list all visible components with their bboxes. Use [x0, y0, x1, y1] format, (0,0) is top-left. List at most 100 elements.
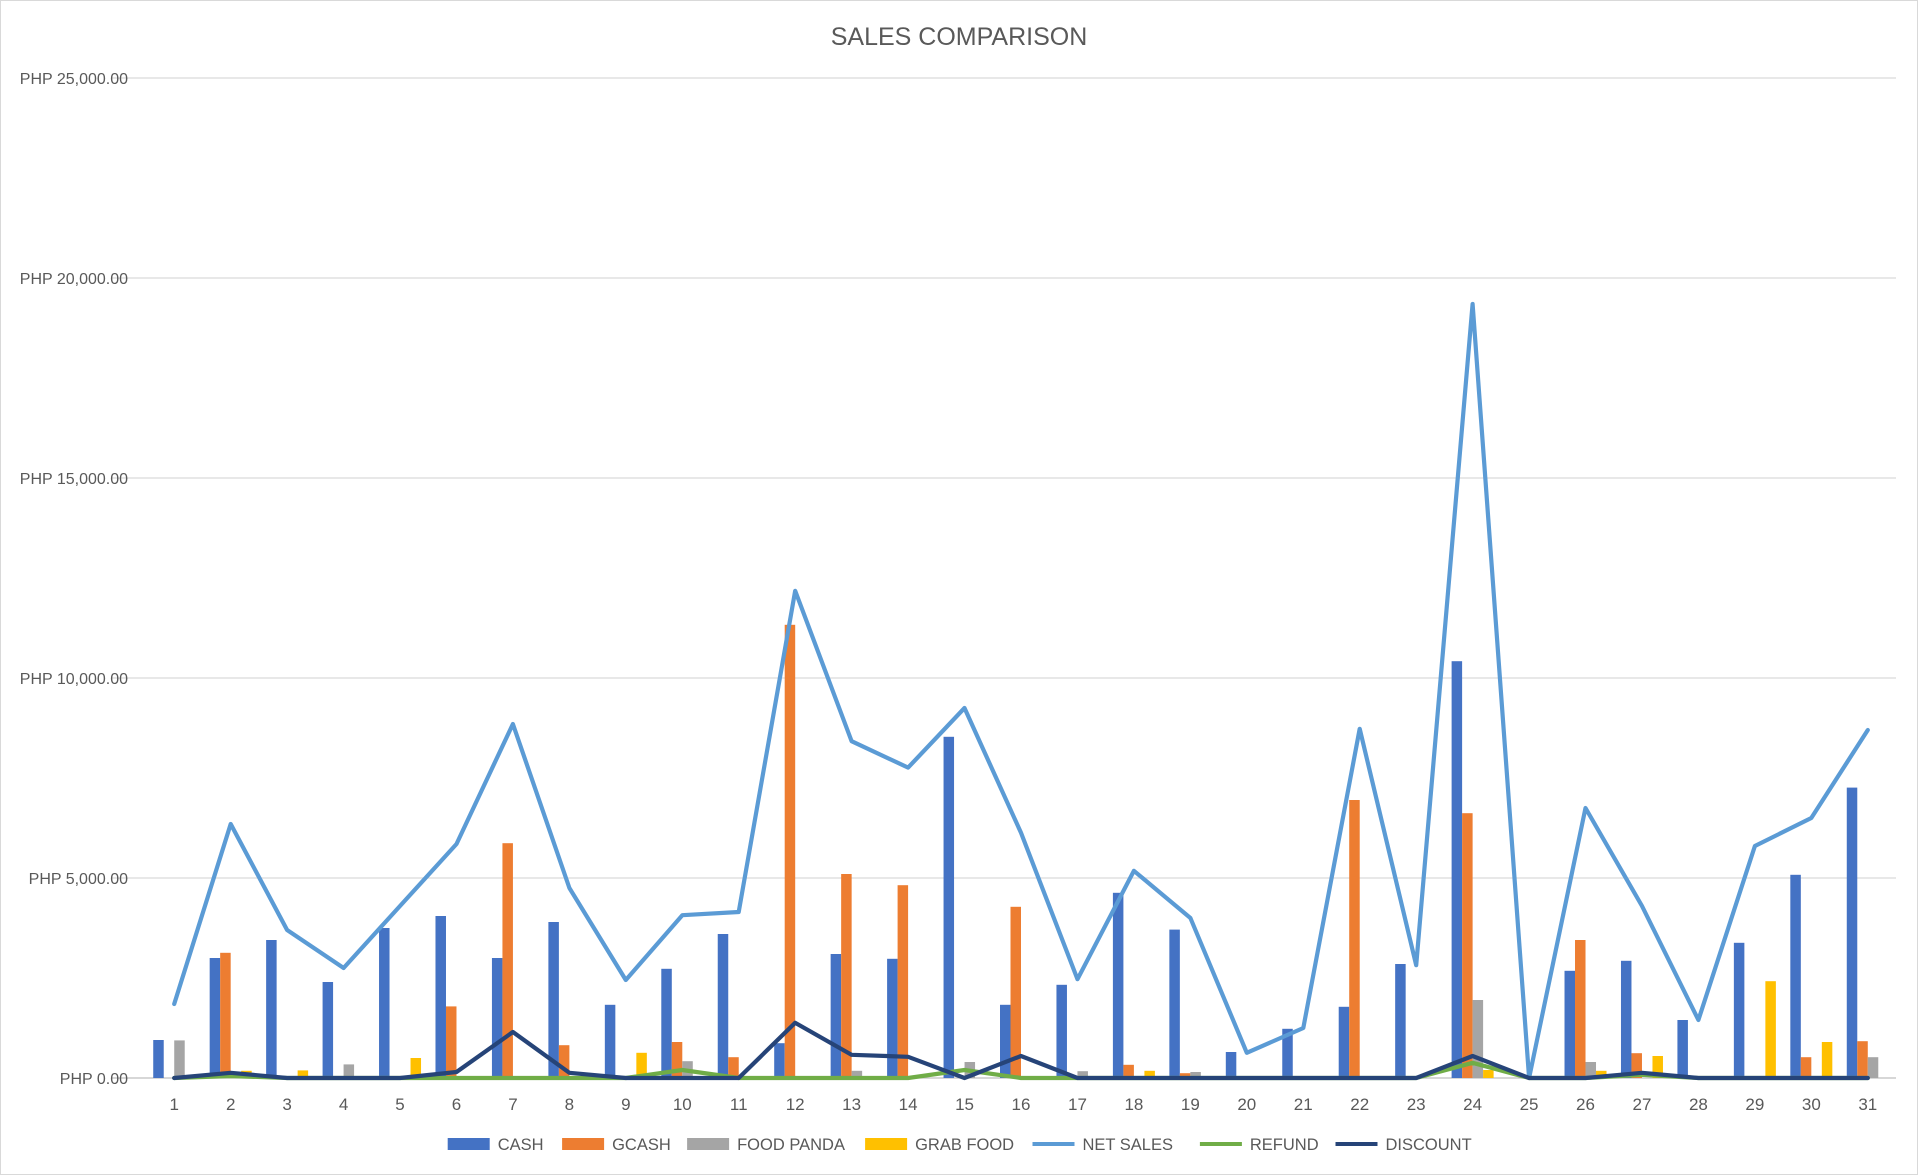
bar-gcash: [1179, 1073, 1191, 1078]
bar-gcash: [1800, 1057, 1812, 1078]
bar-gcash: [841, 874, 852, 1078]
bar-gcash: [728, 1057, 739, 1078]
line-discount: [172, 1020, 1870, 1081]
legend-label: GRAB FOOD: [915, 1136, 1014, 1154]
bar-cash: [943, 736, 955, 1078]
x-tick-label: 7: [508, 1095, 517, 1114]
bar-gcash: [897, 885, 909, 1078]
legend-label: DISCOUNT: [1386, 1136, 1472, 1154]
x-tick-label: 23: [1407, 1095, 1426, 1114]
bar-cash: [209, 958, 221, 1078]
x-axis-ticks: 1 2 3 4 5 6 7 8 9 10 11 12 13 14 15 16 17 18 19 20 21 22 23 24 2…: [169, 1095, 1877, 1114]
y-tick-label: PHP 20,000.00: [20, 271, 128, 288]
bar-gcash: [1349, 800, 1360, 1078]
x-tick-label: 11: [730, 1095, 748, 1114]
bar-gcash: [445, 1006, 457, 1078]
x-tick-label: 19: [1181, 1095, 1200, 1114]
x-tick-label: 5: [395, 1095, 404, 1114]
x-tick-label: 8: [565, 1095, 574, 1114]
x-tick-label: 15: [955, 1095, 974, 1114]
x-tick-label: 1: [169, 1095, 178, 1114]
x-tick-label: 26: [1576, 1095, 1595, 1114]
x-tick-label: 13: [842, 1095, 861, 1114]
y-tick-label: PHP 15,000.00: [20, 471, 128, 488]
bar-food-panda: [1190, 1072, 1201, 1078]
bar-cash: [379, 928, 390, 1078]
y-tick-label: PHP 0.00: [60, 1071, 128, 1088]
bar-cash: [661, 968, 672, 1078]
x-tick-label: 25: [1520, 1095, 1539, 1114]
bar-cash: [1395, 964, 1406, 1078]
bar-cash: [774, 1043, 785, 1078]
bar-cash: [1225, 1052, 1237, 1078]
y-tick-label: PHP 5,000.00: [29, 871, 128, 888]
bar-gcash: [558, 1045, 570, 1078]
bar-gcash: [1010, 906, 1021, 1078]
legend-swatch: [865, 1138, 908, 1150]
bar-cash: [1451, 661, 1463, 1078]
bar-food-panda: [1585, 1062, 1597, 1078]
x-tick-label: 31: [1858, 1095, 1877, 1114]
x-tick-label: 28: [1689, 1095, 1708, 1114]
bar-cash: [1282, 1028, 1293, 1078]
bar-cash: [435, 916, 446, 1078]
bar-gcash: [1462, 813, 1473, 1078]
x-tick-label: 14: [899, 1095, 918, 1114]
bar-cash: [1169, 929, 1180, 1078]
bar-cash: [1677, 1020, 1688, 1078]
bar-cash: [604, 1004, 616, 1078]
bars: [153, 624, 1879, 1078]
bar-cash: [1733, 942, 1745, 1078]
bar-gcash: [671, 1042, 683, 1078]
bar-grab-food: [1821, 1042, 1833, 1078]
bar-cash: [322, 982, 334, 1078]
bar-cash: [830, 954, 842, 1078]
x-tick-label: 6: [452, 1095, 461, 1114]
x-tick-label: 22: [1350, 1095, 1369, 1114]
bar-gcash: [1575, 940, 1586, 1078]
x-tick-label: 4: [339, 1095, 348, 1114]
bar-food-panda: [851, 1070, 863, 1078]
legend-label: FOOD PANDA: [737, 1136, 845, 1154]
bar-cash: [717, 934, 729, 1078]
bar-cash: [548, 922, 559, 1078]
bar-gcash: [1631, 1053, 1642, 1078]
x-tick-label: 16: [1012, 1095, 1031, 1114]
bar-cash: [1620, 960, 1632, 1078]
bar-grab-food: [297, 1070, 309, 1078]
x-tick-label: 10: [673, 1095, 692, 1114]
bar-grab-food: [1483, 1070, 1494, 1078]
bar-cash: [491, 958, 503, 1078]
x-tick-label: 21: [1294, 1095, 1313, 1114]
bar-cash: [153, 1040, 164, 1078]
chart-title: SALES COMPARISON: [831, 23, 1088, 51]
x-tick-label: 17: [1068, 1095, 1087, 1114]
bar-gcash: [1857, 1041, 1868, 1078]
legend-swatch: [447, 1138, 490, 1150]
legend-swatch: [687, 1138, 730, 1150]
x-tick-label: 27: [1633, 1095, 1652, 1114]
lines: [172, 301, 1870, 1081]
x-tick-label: 2: [226, 1095, 235, 1114]
legend-label: GCASH: [612, 1136, 671, 1154]
y-axis-ticks: PHP 0.00 PHP 5,000.00 PHP 10,000.00 PHP 15,…: [20, 71, 128, 1088]
bar-grab-food: [636, 1052, 647, 1078]
bar-food-panda: [1867, 1057, 1879, 1078]
legend-label: CASH: [498, 1136, 544, 1154]
bar-grab-food: [1596, 1070, 1607, 1078]
bar-cash: [266, 940, 277, 1078]
y-tick-label: PHP 25,000.00: [20, 71, 128, 88]
bar-food-panda: [174, 1040, 185, 1078]
bar-grab-food: [410, 1058, 422, 1078]
x-tick-label: 18: [1124, 1095, 1143, 1114]
x-tick-label: 24: [1463, 1095, 1482, 1114]
legend-label: NET SALES: [1083, 1136, 1173, 1154]
bar-gcash: [502, 843, 513, 1078]
y-tick-label: PHP 10,000.00: [20, 671, 128, 688]
bar-cash: [1564, 970, 1576, 1078]
bar-cash: [1790, 874, 1801, 1078]
x-tick-label: 3: [282, 1095, 291, 1114]
bar-food-panda: [1077, 1071, 1088, 1078]
line-net-sales: [172, 301, 1870, 1081]
